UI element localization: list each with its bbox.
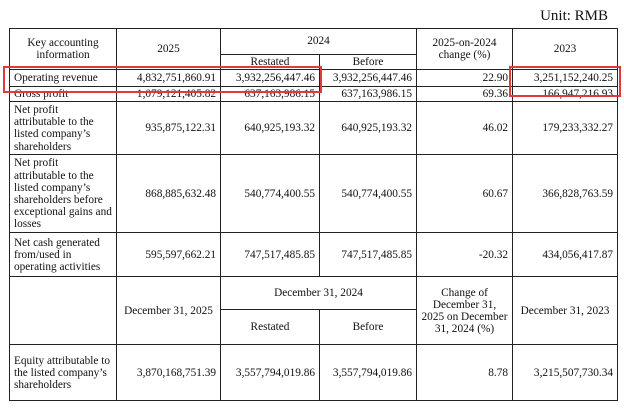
header-2024: 2024 <box>220 28 417 55</box>
cell-before: 747,517,485.85 <box>319 232 417 278</box>
cell-2025: 3,870,168,751.39 <box>116 344 221 402</box>
cell-restated: 747,517,485.85 <box>220 232 320 278</box>
row-label: Gross profit <box>9 86 117 103</box>
cell-before: 637,163,986.15 <box>319 86 417 103</box>
key-accounting-table: Key accounting information 2025 2024 202… <box>9 27 618 402</box>
cell-restated: 3,557,794,019.86 <box>220 344 320 402</box>
header-2023: 2023 <box>512 27 618 71</box>
cell-change: 8.78 <box>416 344 513 402</box>
table-row: Net cash generated from/used in operatin… <box>9 232 618 278</box>
cell-2023: 3,215,507,730.34 <box>512 344 618 402</box>
header-before: Before <box>319 53 417 71</box>
unit-label: Unit: RMB <box>540 8 608 24</box>
row-label: Net cash generated from/used in operatin… <box>9 232 117 278</box>
row-label: Operating revenue <box>9 69 117 88</box>
cell-change: 69.36 <box>416 86 513 103</box>
cell-2025: 935,875,122.31 <box>116 101 221 156</box>
cell-before: 3,932,256,447.46 <box>319 69 417 88</box>
header-dec-2024: December 31, 2024 <box>220 276 417 311</box>
header-change-dec: Change of December 31, 2025 on December … <box>416 276 513 346</box>
cell-before: 3,557,794,019.86 <box>319 344 417 402</box>
cell-2025: 1,079,121,405.82 <box>116 86 221 103</box>
cell-2023: 434,056,417.87 <box>512 232 618 278</box>
header-dec-2025: December 31, 2025 <box>116 276 221 346</box>
header-restated: Restated <box>220 53 320 71</box>
cell-change: -20.32 <box>416 232 513 278</box>
table-row: Operating revenue 4,832,751,860.91 3,932… <box>9 69 618 88</box>
header-dec-2023: December 31, 2023 <box>512 276 618 346</box>
cell-2023: 366,828,763.59 <box>512 154 618 234</box>
header-blank <box>9 276 117 346</box>
cell-restated: 637,163,986.15 <box>220 86 320 103</box>
table-row: Equity attributable to the listed compan… <box>9 344 618 402</box>
cell-2023: 166,947,216.93 <box>512 86 618 103</box>
header-key-info: Key accounting information <box>9 27 117 71</box>
row-label: Equity attributable to the listed compan… <box>9 344 117 402</box>
cell-2023: 3,251,152,240.25 <box>512 69 618 88</box>
cell-restated: 3,932,256,447.46 <box>220 69 320 88</box>
cell-restated: 540,774,400.55 <box>220 154 320 234</box>
cell-change: 22.90 <box>416 69 513 88</box>
header-restated-2: Restated <box>220 309 320 346</box>
header-2025: 2025 <box>116 27 221 71</box>
cell-2025: 4,832,751,860.91 <box>116 69 221 88</box>
cell-before: 640,925,193.32 <box>319 101 417 156</box>
cell-2025: 868,885,632.48 <box>116 154 221 234</box>
cell-change: 60.67 <box>416 154 513 234</box>
table-row: Gross profit 1,079,121,405.82 637,163,98… <box>9 86 618 103</box>
header-before-2: Before <box>319 309 417 346</box>
row-label: Net profit attributable to the listed co… <box>9 154 117 234</box>
cell-change: 46.02 <box>416 101 513 156</box>
cell-before: 540,774,400.55 <box>319 154 417 234</box>
table-row: Net profit attributable to the listed co… <box>9 154 618 234</box>
table-row: Net profit attributable to the listed co… <box>9 101 618 156</box>
cell-2023: 179,233,332.27 <box>512 101 618 156</box>
cell-2025: 595,597,662.21 <box>116 232 221 278</box>
header-change: 2025-on-2024 change (%) <box>416 27 513 71</box>
row-label: Net profit attributable to the listed co… <box>9 101 117 156</box>
cell-restated: 640,925,193.32 <box>220 101 320 156</box>
